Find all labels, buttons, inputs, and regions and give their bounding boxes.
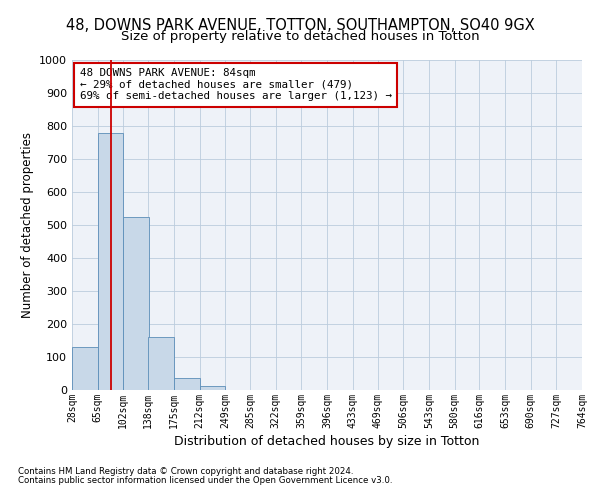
Text: Contains HM Land Registry data © Crown copyright and database right 2024.: Contains HM Land Registry data © Crown c… bbox=[18, 467, 353, 476]
Bar bbox=[98, 132, 123, 390]
Bar bbox=[174, 378, 199, 390]
Text: Contains public sector information licensed under the Open Government Licence v3: Contains public sector information licen… bbox=[18, 476, 392, 485]
X-axis label: Distribution of detached houses by size in Totton: Distribution of detached houses by size … bbox=[175, 435, 479, 448]
Bar bbox=[72, 347, 98, 390]
Text: Size of property relative to detached houses in Totton: Size of property relative to detached ho… bbox=[121, 30, 479, 43]
Bar bbox=[148, 337, 174, 390]
Bar bbox=[199, 386, 225, 390]
Text: 48 DOWNS PARK AVENUE: 84sqm
← 29% of detached houses are smaller (479)
69% of se: 48 DOWNS PARK AVENUE: 84sqm ← 29% of det… bbox=[80, 68, 392, 102]
Y-axis label: Number of detached properties: Number of detached properties bbox=[20, 132, 34, 318]
Bar bbox=[123, 217, 149, 390]
Text: 48, DOWNS PARK AVENUE, TOTTON, SOUTHAMPTON, SO40 9GX: 48, DOWNS PARK AVENUE, TOTTON, SOUTHAMPT… bbox=[65, 18, 535, 32]
